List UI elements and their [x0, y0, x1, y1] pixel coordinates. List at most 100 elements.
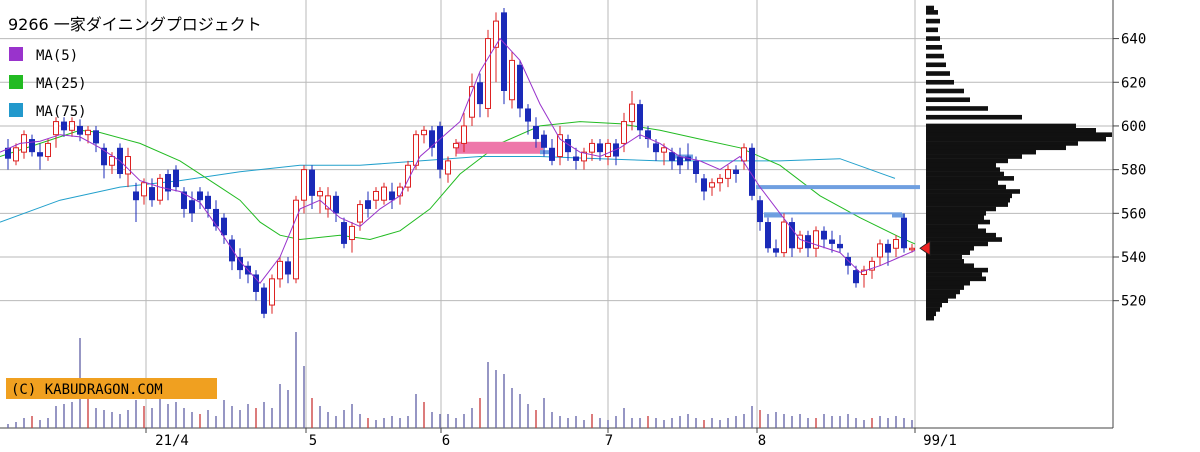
- candle-body-down: [853, 270, 859, 284]
- candle-body-down: [573, 156, 579, 161]
- candle-body-up: [661, 147, 667, 153]
- candle-body-down: [669, 152, 675, 161]
- profile-bar: [926, 53, 944, 59]
- profile-bar: [926, 267, 988, 273]
- level-line: [540, 150, 553, 155]
- profile-bar: [926, 211, 986, 216]
- profile-bar: [926, 171, 1004, 177]
- candle-body-down: [837, 243, 843, 249]
- x-tick-label: 21/4: [155, 433, 189, 449]
- candle-body-down: [429, 130, 435, 148]
- candle-body-down: [693, 160, 699, 174]
- volume-profile: [926, 5, 1112, 321]
- candle-body-down: [733, 169, 739, 174]
- x-tick-label: 8: [758, 433, 766, 449]
- profile-bar: [926, 307, 940, 312]
- chart-title: 9266 一家ダイニングプロジェクト: [8, 15, 262, 34]
- candle-body-down: [229, 239, 235, 262]
- candle-body-up: [301, 169, 307, 201]
- candle-body-up: [621, 121, 627, 144]
- profile-bar: [926, 197, 1010, 203]
- profile-bar: [926, 294, 956, 299]
- profile-bar: [926, 71, 950, 76]
- candle-body-down: [517, 64, 523, 109]
- profile-bar: [926, 285, 964, 290]
- candle-body-up: [741, 147, 747, 162]
- candle-body-down: [101, 147, 107, 166]
- candle-body-up: [813, 230, 819, 249]
- profile-bar: [926, 5, 934, 11]
- candle-body-up: [125, 156, 131, 175]
- candle-body-down: [389, 191, 395, 201]
- y-tick-label: 620: [1121, 75, 1146, 91]
- profile-bar: [926, 289, 960, 295]
- profile-bar: [926, 259, 964, 264]
- candle-body-up: [509, 59, 515, 101]
- candle-body-down: [173, 169, 179, 188]
- candle-body-down: [149, 187, 155, 201]
- profile-bar: [926, 88, 964, 94]
- profile-bar: [926, 215, 984, 220]
- candle-body-down: [261, 287, 267, 314]
- profile-bar: [926, 315, 934, 321]
- candle-body-down: [285, 261, 291, 275]
- candle-body-down: [365, 200, 371, 209]
- ma25-path: [0, 121, 916, 245]
- profile-bar: [926, 302, 942, 308]
- candle-body-up: [877, 243, 883, 258]
- candle-body-down: [237, 257, 243, 271]
- candle-body-down: [213, 208, 219, 227]
- candle-body-up: [461, 125, 467, 144]
- profile-bar: [926, 202, 1008, 207]
- profile-bar: [926, 180, 998, 186]
- candle-body-down: [189, 200, 195, 214]
- candle-body-down: [5, 147, 11, 159]
- profile-bar: [926, 36, 940, 41]
- candle-body-down: [677, 156, 683, 166]
- y-tick-label: 560: [1121, 206, 1146, 222]
- candle-body-up: [709, 182, 715, 188]
- candle-body-down: [701, 178, 707, 192]
- candle-body-down: [341, 222, 347, 244]
- profile-bar: [926, 232, 996, 238]
- candle-body-down: [821, 230, 827, 240]
- candle-body-down: [133, 191, 139, 201]
- grid: [0, 0, 1114, 429]
- profile-bar: [926, 193, 1012, 199]
- profile-bar: [926, 45, 942, 50]
- legend-swatch-ma5: [9, 47, 23, 61]
- current-price-marker: [919, 240, 931, 257]
- profile-bar: [926, 241, 988, 247]
- y-tick-label: 600: [1121, 119, 1146, 135]
- candle-body-down: [525, 108, 531, 122]
- candle-body-down: [77, 125, 83, 135]
- candle-body-up: [909, 247, 915, 251]
- candle-body-up: [349, 225, 355, 241]
- profile-bar: [926, 106, 988, 111]
- ma5-line: [0, 37, 916, 284]
- candle-body-up: [317, 190, 323, 197]
- candle-body-up: [557, 134, 563, 158]
- x-axis: 21/4 5 6 7 8 99/1: [145, 428, 957, 449]
- candle-body-up: [293, 199, 299, 280]
- profile-bar: [926, 228, 986, 234]
- profile-bar: [926, 123, 1076, 129]
- level-line: [892, 213, 905, 218]
- candle-body-down: [773, 248, 779, 253]
- candle-body-down: [437, 125, 443, 170]
- candle-body-up: [381, 186, 387, 201]
- y-tick-label: 640: [1121, 32, 1146, 48]
- candle-body-down: [749, 147, 755, 196]
- candle-body-down: [901, 217, 907, 249]
- profile-bar: [926, 154, 1022, 159]
- profile-bar: [926, 272, 982, 277]
- candle-body-down: [757, 200, 763, 223]
- profile-bar: [926, 263, 974, 269]
- candle-body-down: [221, 217, 227, 236]
- profile-bar: [926, 149, 1036, 155]
- profile-bar: [926, 132, 1112, 137]
- candle-body-up: [717, 177, 723, 184]
- candle-body-up: [13, 147, 19, 162]
- candle-body-down: [501, 12, 507, 91]
